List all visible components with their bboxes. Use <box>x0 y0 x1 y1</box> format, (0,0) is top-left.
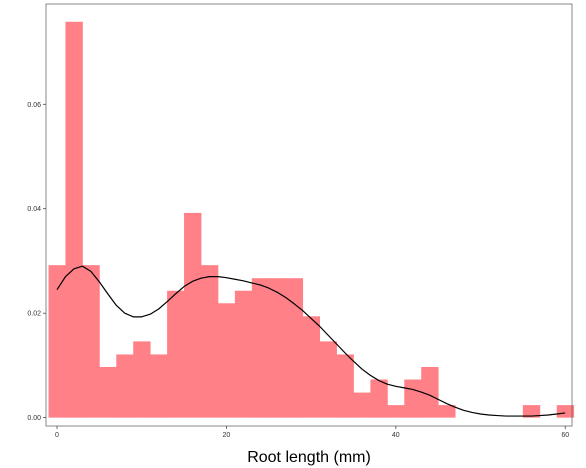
histogram-bar <box>522 405 541 418</box>
histogram-bar <box>251 278 270 418</box>
x-tick-label: 0 <box>55 432 59 439</box>
plot-frame <box>45 3 573 427</box>
histogram-bar <box>133 341 151 418</box>
x-axis-title: Root length (mm) <box>247 449 371 466</box>
y-tick-label: 0.04 <box>27 206 41 213</box>
x-tick-label: 60 <box>561 432 569 439</box>
histogram-bar <box>353 392 371 418</box>
histogram-bar <box>370 379 388 418</box>
histogram-bar <box>217 303 236 418</box>
y-tick-label: 0.00 <box>27 415 41 422</box>
histogram-bar <box>285 278 304 418</box>
histogram-bar <box>116 354 134 418</box>
histogram-bar <box>556 405 575 418</box>
histogram-bar <box>268 278 287 418</box>
histogram-bar <box>438 405 456 418</box>
histogram-bar <box>336 354 354 418</box>
histogram-bar <box>302 316 320 418</box>
y-tick-label: 0.06 <box>27 102 41 109</box>
x-tick-label: 40 <box>392 432 400 439</box>
histogram-bar <box>421 366 439 418</box>
x-axis-ticks: 0 20 40 60 <box>55 426 569 439</box>
density-curve-layer <box>56 265 566 417</box>
histogram-bar <box>387 405 405 418</box>
histogram-bar <box>82 265 100 418</box>
histogram-bar <box>65 21 83 418</box>
y-axis-ticks: 0.00 0.02 0.04 0.06 <box>27 102 46 422</box>
histogram-bar <box>404 379 422 418</box>
histogram-bar <box>99 366 117 418</box>
x-tick-label: 20 <box>223 432 231 439</box>
histogram-bar <box>48 265 66 418</box>
histogram-bar <box>234 290 253 418</box>
histogram-bars <box>48 21 575 418</box>
histogram-bar <box>201 265 219 418</box>
y-tick-label: 0.02 <box>27 311 41 318</box>
histogram-bar <box>184 212 202 418</box>
histogram-bar <box>150 354 168 418</box>
density-curve <box>56 265 566 417</box>
histogram-bar <box>167 290 185 418</box>
histogram-bar <box>319 341 337 418</box>
